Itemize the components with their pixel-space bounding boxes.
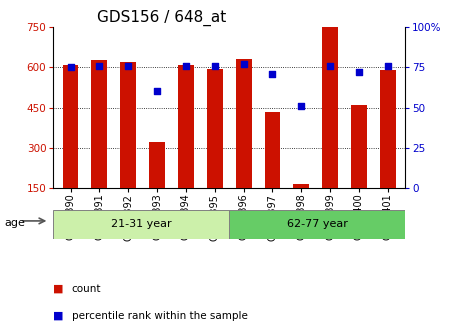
Bar <box>322 27 338 188</box>
Text: percentile rank within the sample: percentile rank within the sample <box>72 311 248 321</box>
Bar <box>207 69 223 188</box>
Bar <box>63 65 79 188</box>
Bar <box>53 210 229 239</box>
Point <box>211 63 219 68</box>
Text: 62-77 year: 62-77 year <box>287 219 348 229</box>
Bar <box>149 142 165 188</box>
Text: 21-31 year: 21-31 year <box>111 219 171 229</box>
Point <box>240 61 247 67</box>
Point <box>67 65 74 70</box>
Point <box>269 71 276 76</box>
Point <box>153 89 161 94</box>
Point <box>355 69 363 75</box>
Bar <box>380 70 396 188</box>
Point <box>96 63 103 68</box>
Point <box>384 63 392 68</box>
Point <box>298 103 305 109</box>
Point <box>326 63 334 68</box>
Bar <box>178 65 194 188</box>
Text: age: age <box>5 218 25 228</box>
Bar <box>120 62 136 188</box>
Text: ■: ■ <box>53 284 64 294</box>
Bar <box>236 59 251 188</box>
Text: ■: ■ <box>53 311 64 321</box>
Point <box>125 63 132 68</box>
Point <box>182 63 190 68</box>
Bar <box>351 105 367 188</box>
Bar <box>229 210 405 239</box>
Text: count: count <box>72 284 101 294</box>
Bar <box>264 112 281 188</box>
Bar <box>92 60 107 188</box>
Bar <box>294 184 309 188</box>
Text: GDS156 / 648_at: GDS156 / 648_at <box>97 10 227 26</box>
